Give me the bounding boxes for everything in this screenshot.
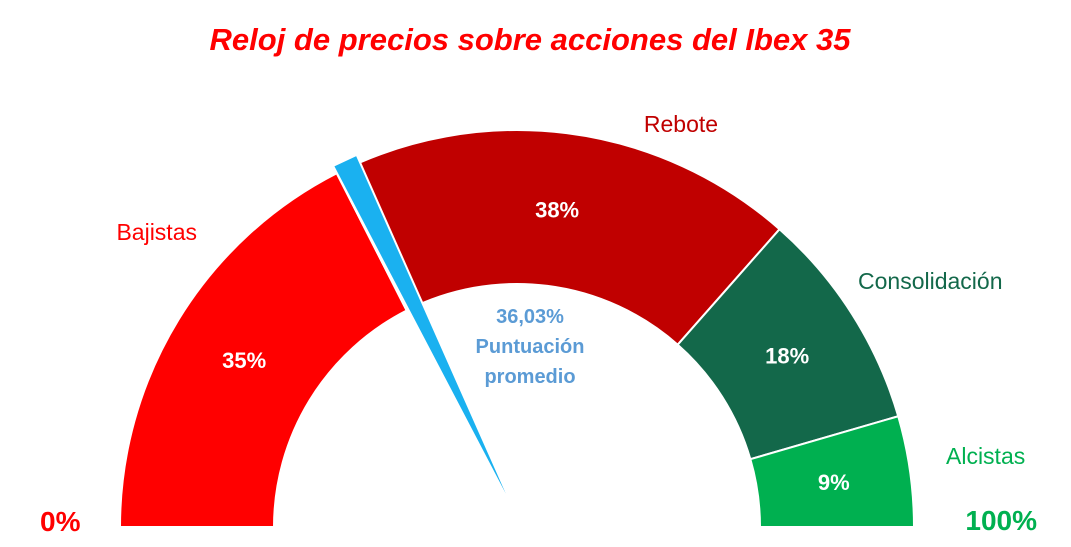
gauge-needle [331,153,520,522]
segment-rebote [335,129,781,347]
segment-value-consolidacion: 18% [765,344,809,369]
needle-caption-line2: promedio [484,366,575,388]
segment-value-alcistas: 9% [818,470,850,495]
gauge-max-label: 100% [965,505,1037,536]
gauge-segment-labels: 35% 38% 18% 9% [222,198,850,495]
category-label-consolidacion: Consolidación [858,268,1002,294]
needle-value-label: 36,03% [496,306,564,328]
needle-caption-line1: Puntuación [476,336,585,358]
segment-value-bajistas: 35% [222,348,266,373]
segment-value-rebote: 38% [535,198,579,223]
chart-title: Reloj de precios sobre acciones del Ibex… [210,22,852,57]
segment-bajistas [118,171,409,528]
category-label-alcistas: Alcistas [946,443,1025,469]
category-label-bajistas: Bajistas [116,219,197,245]
gauge-segments [118,129,916,528]
category-label-rebote: Rebote [644,111,718,137]
gauge-min-label: 0% [40,506,81,537]
segment-alcistas [749,415,916,528]
gauge-category-labels: Bajistas Rebote Consolidación Alcistas [116,111,1025,469]
